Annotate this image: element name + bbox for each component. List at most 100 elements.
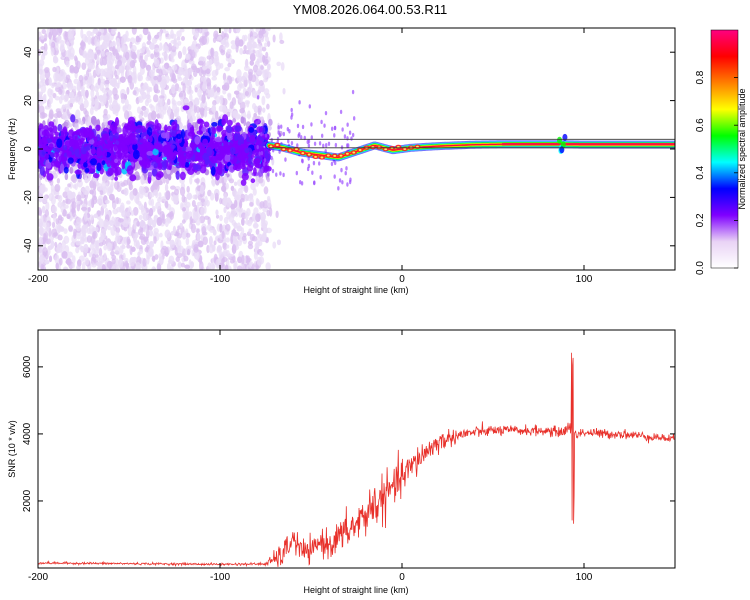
noise-blob: [158, 31, 162, 41]
noise-blob: [77, 118, 81, 125]
noise-blob: [81, 225, 86, 234]
noise-blob: [158, 256, 164, 266]
noise-blob: [38, 59, 45, 67]
band-blob: [250, 178, 256, 184]
noise-blob: [244, 184, 249, 194]
band-blob: [225, 125, 233, 134]
noise-blob: [249, 60, 254, 66]
band-blob: [162, 159, 167, 170]
band-blob: [114, 158, 119, 164]
noise-blob: [93, 53, 98, 60]
noise-blob: [166, 98, 171, 106]
noise-blob: [103, 252, 107, 260]
noise-blob: [226, 48, 232, 55]
noise-blob: [250, 182, 256, 191]
noise-blob: [56, 35, 62, 44]
band-blob: [93, 136, 98, 143]
noise-blob: [165, 190, 171, 201]
noise-blob: [170, 58, 175, 63]
noise-blob: [206, 224, 213, 232]
heatmap-reference-lines: [269, 138, 675, 149]
noise-blob: [45, 201, 50, 211]
noise-blob: [74, 56, 79, 67]
noise-blob: [86, 30, 92, 37]
band-blob: [236, 163, 242, 170]
noise-blob: [190, 261, 194, 269]
band-blob: [84, 167, 90, 173]
noise-blob: [160, 196, 167, 201]
noise-blob: [113, 180, 120, 190]
noise-blob: [206, 55, 212, 60]
noise-blob: [221, 258, 225, 264]
noise-blob: [158, 192, 162, 199]
noise-blob: [137, 72, 142, 82]
noise-blob: [69, 166, 74, 174]
noise-blob: [251, 236, 258, 242]
noise-blob: [171, 73, 176, 82]
noise-blob: [76, 81, 81, 92]
band-blob: [121, 141, 126, 150]
noise-blob: [66, 41, 70, 47]
noise-blob: [66, 213, 71, 220]
noise-blob: [38, 195, 43, 203]
noise-blob: [185, 53, 190, 61]
noise-blob: [183, 213, 190, 221]
noise-blob: [129, 80, 135, 90]
noise-blob: [141, 91, 147, 100]
noise-blob: [202, 236, 208, 245]
speck-blob: [327, 141, 331, 146]
noise-blob: [179, 28, 185, 33]
speck-blob: [346, 122, 349, 127]
noise-blob: [193, 103, 197, 114]
ridge-disturbance: [557, 136, 563, 144]
band-blob: [63, 166, 69, 174]
noise-blob: [217, 36, 222, 41]
band-blob: [224, 154, 231, 162]
noise-blob: [225, 244, 230, 249]
noise-blob: [246, 101, 250, 108]
band-blob: [146, 150, 154, 156]
noise-blob: [211, 244, 216, 252]
speck-blob: [318, 161, 321, 166]
noise-blob: [158, 232, 163, 238]
noise-blob: [90, 51, 95, 60]
band-blob: [187, 168, 195, 175]
noise-blob: [83, 212, 88, 222]
ridge-peak-core: [301, 152, 305, 155]
noise-blob: [109, 193, 115, 201]
noise-blob: [168, 42, 172, 52]
noise-blob: [158, 107, 162, 115]
noise-blob: [266, 209, 271, 217]
noise-blob: [38, 177, 41, 187]
noise-blob: [116, 206, 122, 213]
noise-blob: [48, 255, 53, 263]
noise-blob: [185, 232, 191, 238]
noise-blob: [185, 68, 190, 79]
noise-blob: [113, 93, 120, 100]
noise-blob: [106, 54, 112, 63]
x-tick-label: -200: [28, 572, 48, 583]
band-blob: [154, 125, 161, 131]
noise-blob: [59, 69, 66, 78]
speck-blob: [295, 170, 299, 176]
noise-blob: [170, 29, 174, 39]
noise-blob: [66, 258, 72, 266]
band-blob: [92, 172, 100, 179]
noise-blob: [86, 227, 92, 235]
band-blob: [60, 128, 68, 138]
noise-blob: [171, 97, 175, 105]
band-blob: [95, 124, 101, 132]
noise-blob: [248, 228, 253, 233]
noise-blob: [194, 30, 199, 38]
noise-blob: [42, 221, 47, 228]
noise-blob: [176, 30, 182, 38]
band-blob: [75, 129, 82, 135]
noise-blob: [223, 174, 228, 183]
band-blob: [144, 160, 151, 169]
band-blob: [132, 149, 140, 160]
speck-blob: [351, 89, 355, 95]
band-blob: [139, 138, 147, 144]
snr-plot-area: [38, 330, 675, 568]
